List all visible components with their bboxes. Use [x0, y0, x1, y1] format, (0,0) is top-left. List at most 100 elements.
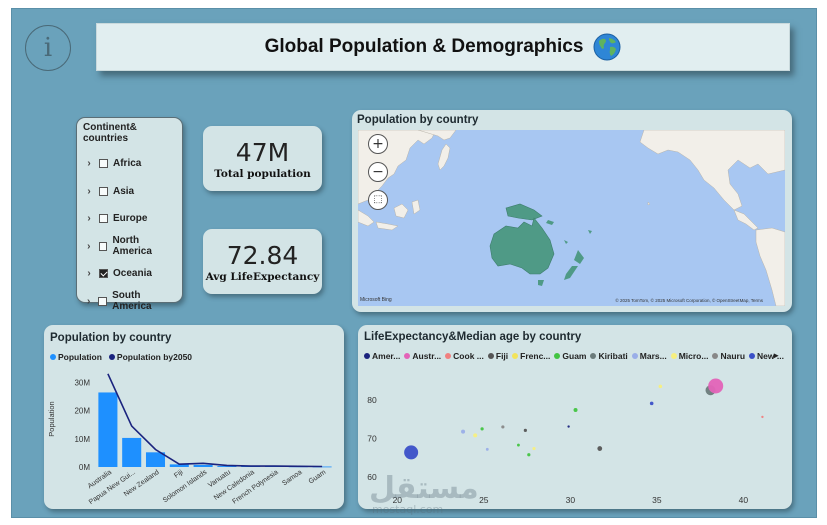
zoom-in-button[interactable]: +: [368, 134, 388, 154]
bar-chart-legend: Population Population by2050: [50, 352, 199, 362]
legend-item[interactable]: Guam: [554, 351, 586, 361]
kpi-label: Avg LifeExpectancy: [205, 270, 320, 283]
chevron-right-icon[interactable]: ›: [87, 295, 91, 307]
legend-item[interactable]: Austr...: [404, 351, 441, 361]
bar: [98, 392, 118, 467]
legend-item[interactable]: Amer...: [364, 351, 400, 361]
x-tick-label: Guam: [308, 469, 328, 486]
plus-icon: +: [372, 136, 384, 152]
scatter-point: [485, 447, 489, 451]
legend-item-population[interactable]: Population: [50, 352, 102, 362]
legend-item[interactable]: Nauru: [712, 351, 745, 361]
bar: [169, 464, 189, 467]
legend-dot-icon: [364, 353, 370, 359]
kpi-label: Total population: [214, 167, 311, 180]
checkbox[interactable]: [99, 159, 108, 169]
legend-item[interactable]: Cook ...: [445, 351, 484, 361]
checkbox[interactable]: [99, 214, 108, 224]
title-banner: Global Population & Demographics: [96, 23, 790, 71]
map-credit[interactable]: © 2025 TomTom, © 2025 Microsoft Corporat…: [615, 298, 763, 303]
legend-label: Austr...: [412, 351, 442, 361]
checkbox[interactable]: [99, 269, 108, 279]
legend-label: Frenc...: [520, 351, 551, 361]
legend-label: Guam: [562, 351, 587, 361]
slicer-item-africa[interactable]: › Africa: [80, 150, 179, 178]
bar-chart-title: Population by country: [50, 332, 172, 344]
legend-label: Fiji: [495, 351, 509, 361]
slicer-item-north-america[interactable]: › North America: [80, 233, 179, 261]
x-tick-label: 30: [566, 495, 576, 505]
chevron-right-icon[interactable]: ›: [87, 185, 91, 197]
legend-dot-icon: [108, 354, 115, 360]
chevron-right-icon[interactable]: ›: [87, 268, 91, 280]
kpi-total-population: 47M Total population: [203, 126, 322, 191]
legend-item[interactable]: Micro...: [670, 351, 709, 361]
minus-icon: −: [372, 164, 384, 180]
x-tick-label: Solomon Islands: [162, 469, 209, 505]
chevron-right-icon[interactable]: ›: [87, 158, 91, 170]
scatter-point: [501, 425, 505, 429]
globe-icon: [593, 33, 621, 61]
bar: [312, 466, 332, 468]
legend-label: Cook ...: [453, 351, 484, 361]
checkbox[interactable]: [98, 241, 108, 251]
y-tick-label: 0M: [79, 463, 90, 472]
y-tick-label: 80: [367, 395, 377, 405]
bar: [217, 466, 237, 467]
info-button[interactable]: i: [25, 25, 71, 71]
slicer-item-south-america[interactable]: › South America: [80, 288, 179, 316]
slicer-item-label: North America: [112, 235, 152, 258]
y-tick-label: 10M: [74, 435, 90, 444]
scatter-point: [597, 446, 603, 451]
kpi-value: 47M: [235, 137, 290, 167]
scatter-point: [532, 446, 536, 451]
map-title: Population by country: [357, 114, 479, 126]
select-icon: ⬚: [373, 194, 383, 205]
legend-label: Micro...: [678, 351, 709, 361]
population-bar-panel: Population by country Population Populat…: [44, 325, 344, 509]
legend-item-population-2050[interactable]: Population by2050: [108, 352, 192, 362]
legend-dot-icon: [487, 353, 494, 359]
world-map: [358, 130, 785, 306]
population-map-panel: Population by country: [352, 110, 792, 312]
legend-more-button[interactable]: ▸: [774, 350, 778, 361]
scatter-point: [523, 428, 527, 433]
legend-dot-icon: [590, 353, 597, 359]
y-axis-label: Population: [47, 401, 56, 436]
map-view[interactable]: + − ⬚ Microsoft Bing © 2025 TomTom, © 20…: [358, 130, 785, 306]
checkbox[interactable]: [98, 296, 108, 306]
watermark: مستقل: [369, 471, 479, 506]
legend-item[interactable]: New ...: [749, 351, 784, 361]
legend-item[interactable]: Mars...: [631, 351, 667, 361]
legend-item[interactable]: Kiribati: [590, 351, 628, 361]
scatter-point: [761, 415, 764, 419]
slicer-item-label: South America: [112, 290, 152, 313]
chevron-right-icon: ▸: [774, 350, 779, 360]
scatter-point: [658, 384, 663, 389]
legend-label: Nauru: [720, 351, 746, 361]
scatter-point: [567, 425, 570, 428]
legend-dot-icon: [554, 353, 561, 359]
legend-label: Amer...: [372, 351, 401, 361]
legend-label: Population: [58, 352, 102, 362]
x-tick-label: Samoa: [281, 469, 303, 488]
y-tick-label: 20M: [74, 407, 90, 416]
checkbox[interactable]: [99, 186, 108, 196]
legend-label: Kiribati: [598, 351, 628, 361]
series-line: [107, 373, 323, 468]
scatter-legend: Amer... Austr... Cook ... Fiji Frenc... Guam K…: [364, 351, 788, 361]
legend-dot-icon: [50, 354, 56, 360]
legend-item[interactable]: Frenc...: [512, 351, 550, 361]
legend-item[interactable]: Fiji: [487, 351, 509, 361]
select-tool-button[interactable]: ⬚: [368, 190, 388, 210]
slicer-item-europe[interactable]: › Europe: [80, 205, 179, 233]
slicer-item-asia[interactable]: › Asia: [80, 178, 179, 206]
slicer-item-oceania[interactable]: › Oceania: [80, 260, 179, 288]
scatter-point: [473, 433, 478, 438]
zoom-out-button[interactable]: −: [368, 162, 388, 182]
slicer-item-label: Asia: [113, 185, 135, 197]
scatter-point: [517, 443, 520, 447]
y-tick-label: 30M: [74, 378, 90, 387]
chevron-right-icon[interactable]: ›: [87, 213, 91, 225]
chevron-right-icon[interactable]: ›: [87, 240, 91, 252]
